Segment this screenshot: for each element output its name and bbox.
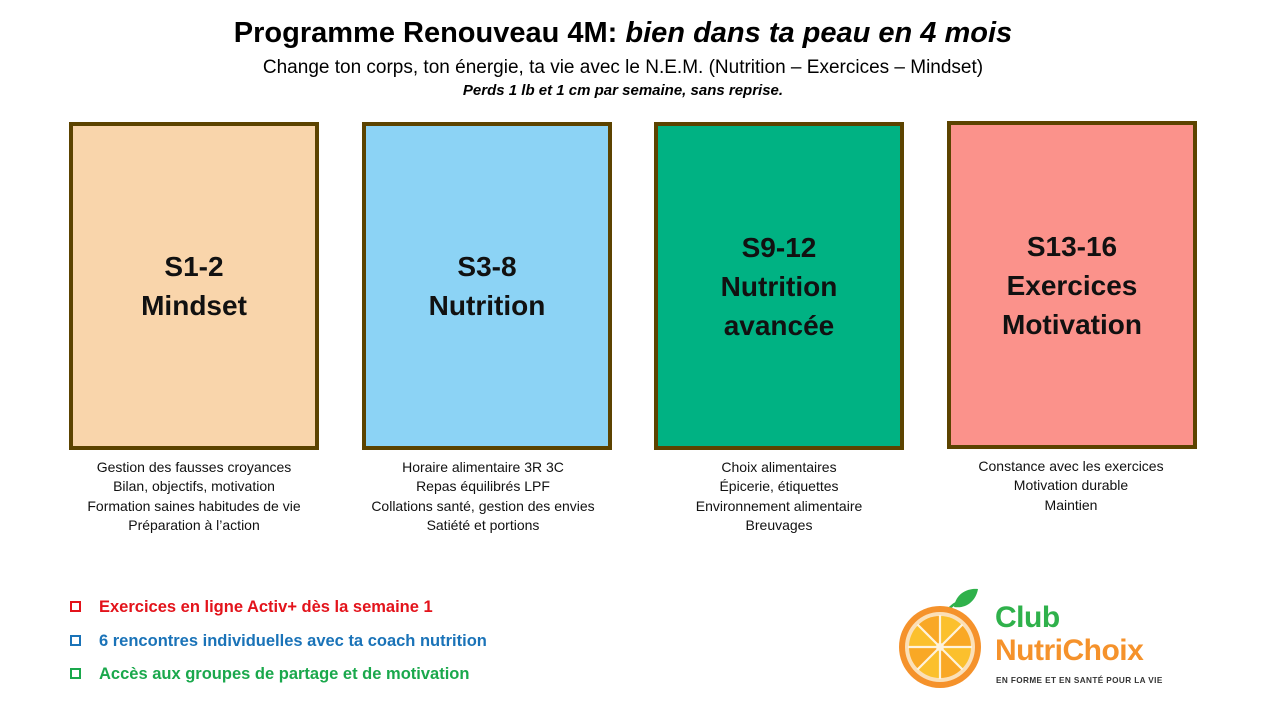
detail-item: Préparation à l’action [128,516,260,533]
detail-item: Maintien [1044,496,1098,513]
phase-card-exercices: S13-16 Exercices Motivation [947,121,1197,449]
phase-title: Exercices [1006,269,1138,301]
phase-title-line2: avancée [723,309,835,341]
phase-details-mindset: Gestion des fausses croyances Bilan, obj… [49,458,339,535]
detail-item: Environnement alimentaire [695,497,863,514]
phase-title: Mindset [141,290,247,321]
detail-item: Breuvages [745,516,813,533]
detail-item: Constance avec les exercices [978,458,1164,474]
logo-tagline: EN FORME ET EN SANTÉ POUR LA VIE [996,676,1163,685]
detail-item: Gestion des fausses croyances [96,459,292,475]
phase-title: Nutrition [720,270,838,302]
logo-word-club: Club [995,601,1060,634]
detail-item: Choix alimentaires [721,459,837,475]
page-title: Programme Renouveau 4M: bien dans ta pea… [233,17,1013,49]
phase-weeks: S3-8 [457,251,517,282]
logo-word-nutrichoix: NutriChoix [995,634,1144,667]
detail-item: Collations santé, gestion des envies [371,497,595,514]
phase-weeks: S1-2 [164,251,224,282]
checkbox-icon [70,635,81,646]
detail-item: Formation saines habitudes de vie [87,497,301,514]
phase-weeks: S9-12 [741,231,817,263]
detail-item: Motivation durable [1013,477,1129,494]
phase-card-nutrition-avancee: S9-12 Nutrition avancée [654,122,904,450]
phase-details-nutrition-avancee: Choix alimentaires Épicerie, étiquettes … [634,458,924,535]
detail-item: Bilan, objectifs, motivation [113,478,275,495]
detail-item: Satiété et portions [426,516,540,533]
phase-weeks: S13-16 [1026,230,1118,262]
phase-title-line2: Motivation [1002,308,1142,340]
club-nutrichoix-logo: Club NutriChoix EN FORME ET EN SANTÉ POU… [898,585,1198,695]
phase-title: Nutrition [428,290,546,321]
page-tagline: Perds 1 lb et 1 cm par semaine, sans rep… [462,82,784,99]
detail-item: Horaire alimentaire 3R 3C [402,459,564,475]
checkbox-icon [70,668,81,679]
phase-details-exercices: Constance avec les exercices Motivation … [926,457,1216,515]
orange-slice-icon [899,588,981,688]
detail-item: Épicerie, étiquettes [719,478,839,495]
phase-details-nutrition: Horaire alimentaire 3R 3C Repas équilibr… [338,458,628,535]
phase-card-nutrition: S3-8 Nutrition [362,122,612,450]
page-subtitle: Change ton corps, ton énergie, ta vie av… [262,57,984,78]
detail-item: Repas équilibrés LPF [416,478,550,495]
checkbox-icon [70,601,81,612]
phase-card-mindset: S1-2 Mindset [69,122,319,450]
